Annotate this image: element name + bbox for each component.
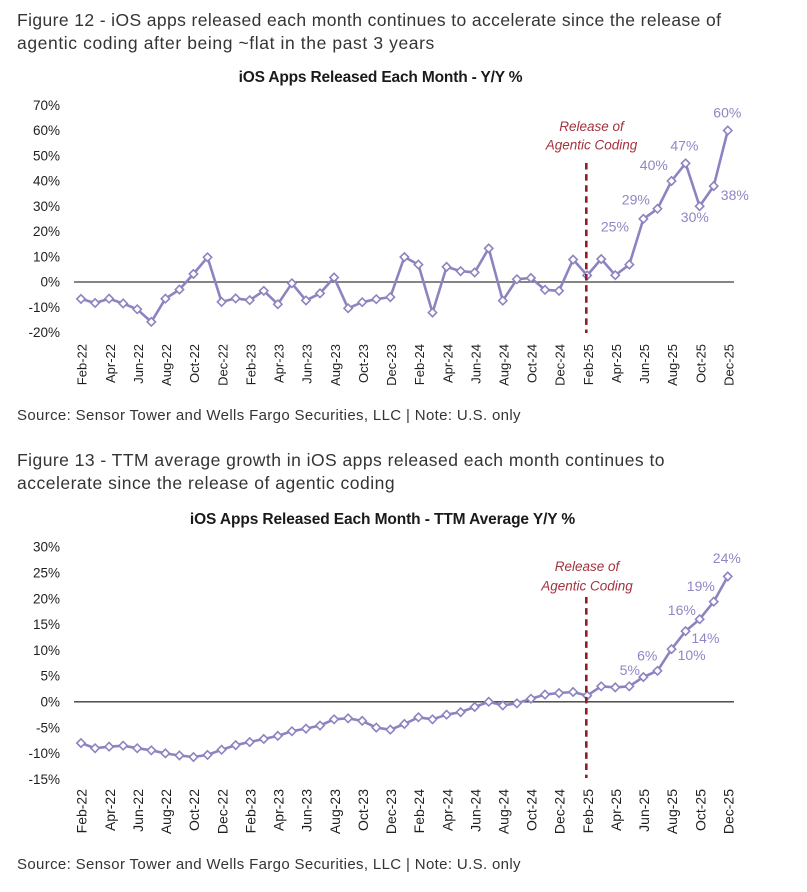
svg-text:Oct-22: Oct-22 [187,344,202,383]
svg-text:Oct-22: Oct-22 [186,789,202,831]
svg-text:60%: 60% [713,105,741,121]
svg-text:-15%: -15% [28,772,60,787]
svg-text:Aug-22: Aug-22 [159,344,174,386]
svg-text:Apr-22: Apr-22 [102,789,118,831]
svg-text:Oct-25: Oct-25 [692,789,708,831]
svg-text:Feb-25: Feb-25 [581,344,596,385]
svg-text:10%: 10% [33,249,60,264]
svg-text:Oct-24: Oct-24 [524,789,540,831]
svg-text:16%: 16% [668,602,696,618]
svg-text:30%: 30% [33,199,60,214]
svg-text:Agentic Coding: Agentic Coding [540,579,633,594]
svg-text:Dec-22: Dec-22 [214,789,230,834]
svg-text:70%: 70% [33,98,60,113]
svg-text:Apr-22: Apr-22 [103,344,118,383]
svg-text:Apr-24: Apr-24 [440,344,455,383]
svg-text:Aug-25: Aug-25 [664,789,680,834]
svg-text:-10%: -10% [28,746,60,761]
svg-text:Feb-24: Feb-24 [412,344,427,385]
svg-text:Feb-23: Feb-23 [242,789,258,834]
svg-text:40%: 40% [640,157,668,173]
svg-text:Dec-23: Dec-23 [384,344,399,386]
svg-text:Feb-22: Feb-22 [74,789,90,834]
svg-text:25%: 25% [33,566,60,581]
svg-text:Feb-24: Feb-24 [411,789,427,834]
svg-text:Apr-25: Apr-25 [608,789,624,831]
svg-text:Apr-24: Apr-24 [439,789,455,831]
svg-text:Dec-24: Dec-24 [552,789,568,834]
svg-text:Dec-24: Dec-24 [553,344,568,386]
svg-text:Jun-24: Jun-24 [467,789,483,832]
svg-text:Jun-23: Jun-23 [300,344,315,384]
svg-text:Feb-22: Feb-22 [75,344,90,385]
svg-text:Dec-22: Dec-22 [215,344,230,386]
svg-text:Aug-25: Aug-25 [665,344,680,386]
svg-text:Oct-24: Oct-24 [525,344,540,383]
svg-text:-10%: -10% [28,300,60,315]
svg-text:Jun-25: Jun-25 [636,789,652,832]
svg-text:25%: 25% [601,219,629,235]
svg-text:Release of: Release of [559,119,625,134]
svg-text:Feb-23: Feb-23 [243,344,258,385]
svg-text:Oct-23: Oct-23 [356,344,371,383]
svg-text:19%: 19% [687,578,715,594]
svg-text:30%: 30% [681,209,709,225]
svg-text:Feb-25: Feb-25 [580,789,596,834]
svg-text:Oct-25: Oct-25 [693,344,708,383]
svg-text:Jun-23: Jun-23 [299,789,315,832]
svg-text:Oct-23: Oct-23 [355,789,371,831]
svg-text:Apr-23: Apr-23 [272,344,287,383]
svg-text:14%: 14% [691,630,719,646]
svg-text:Aug-24: Aug-24 [497,344,512,386]
svg-text:Dec-23: Dec-23 [383,789,399,834]
svg-text:60%: 60% [33,123,60,138]
svg-text:Aug-23: Aug-23 [328,344,343,386]
svg-text:10%: 10% [678,647,706,663]
svg-text:Agentic Coding: Agentic Coding [545,138,638,153]
svg-text:30%: 30% [33,540,60,555]
svg-text:29%: 29% [622,191,650,207]
svg-text:Release of: Release of [555,559,621,574]
svg-text:5%: 5% [40,669,60,684]
svg-text:0%: 0% [40,695,60,710]
svg-text:50%: 50% [33,148,60,163]
svg-text:38%: 38% [721,187,749,203]
svg-text:Aug-23: Aug-23 [327,789,343,834]
svg-text:10%: 10% [33,643,60,658]
svg-text:15%: 15% [33,617,60,632]
svg-text:5%: 5% [620,662,640,678]
svg-text:Aug-22: Aug-22 [158,789,174,834]
svg-text:40%: 40% [33,174,60,189]
svg-text:Jun-25: Jun-25 [637,344,652,384]
svg-text:Dec-25: Dec-25 [722,344,737,386]
svg-text:Jun-24: Jun-24 [468,344,483,384]
svg-text:Apr-23: Apr-23 [271,789,287,831]
svg-text:-20%: -20% [28,325,60,340]
svg-text:6%: 6% [637,648,657,664]
svg-text:Dec-25: Dec-25 [721,789,737,834]
svg-text:Jun-22: Jun-22 [130,789,146,832]
svg-text:20%: 20% [33,224,60,239]
svg-text:Aug-24: Aug-24 [496,789,512,834]
svg-text:Apr-25: Apr-25 [609,344,624,383]
svg-text:0%: 0% [40,275,60,290]
svg-text:47%: 47% [670,138,698,154]
svg-text:24%: 24% [713,550,741,566]
svg-text:-5%: -5% [36,720,60,735]
svg-text:20%: 20% [33,591,60,606]
svg-text:Jun-22: Jun-22 [131,344,146,384]
